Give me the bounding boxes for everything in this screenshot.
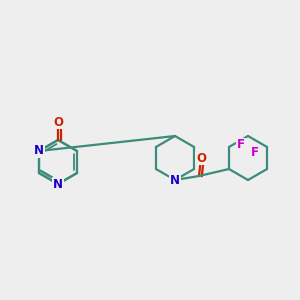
Text: F: F	[237, 139, 245, 152]
Text: N: N	[53, 178, 63, 190]
Text: O: O	[53, 116, 63, 128]
Text: F: F	[251, 146, 259, 160]
Text: N: N	[170, 173, 180, 187]
Text: O: O	[196, 152, 206, 164]
Text: N: N	[34, 145, 44, 158]
